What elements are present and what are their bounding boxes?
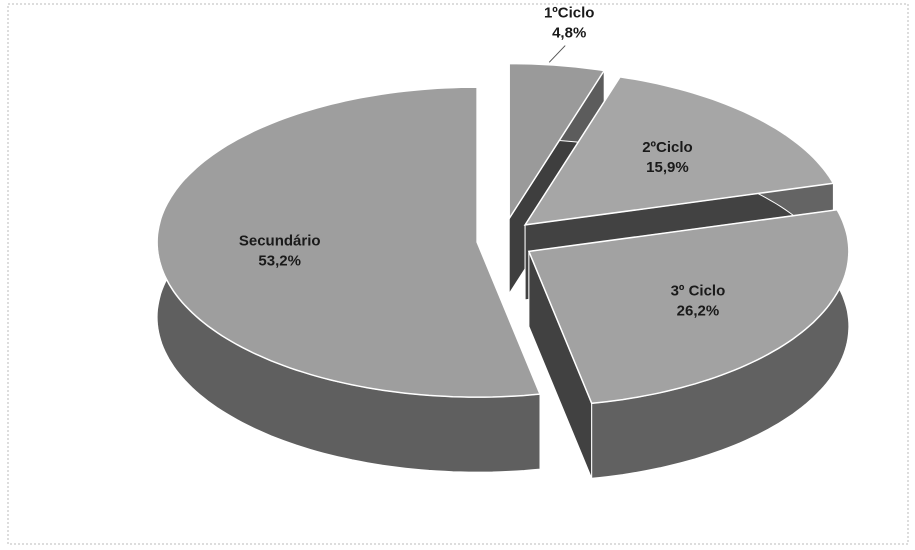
slice	[527, 207, 850, 479]
slice-top	[527, 208, 850, 405]
slice-value-label: 4,8%	[552, 25, 586, 42]
slice-label: 2ºCiclo	[642, 139, 693, 156]
slice-label: 3º Ciclo	[671, 283, 726, 300]
slice-label: Secundário	[239, 233, 321, 250]
slice-top	[156, 86, 542, 398]
slice-label: 1ºCiclo	[544, 5, 595, 22]
slice-top	[523, 76, 835, 226]
slice-value-label: 26,2%	[677, 303, 720, 320]
slice-top	[508, 62, 606, 222]
slice	[156, 86, 542, 473]
slice-value-label: 15,9%	[646, 159, 689, 176]
slice-value-label: 53,2%	[258, 253, 301, 270]
leader-line	[548, 45, 566, 63]
